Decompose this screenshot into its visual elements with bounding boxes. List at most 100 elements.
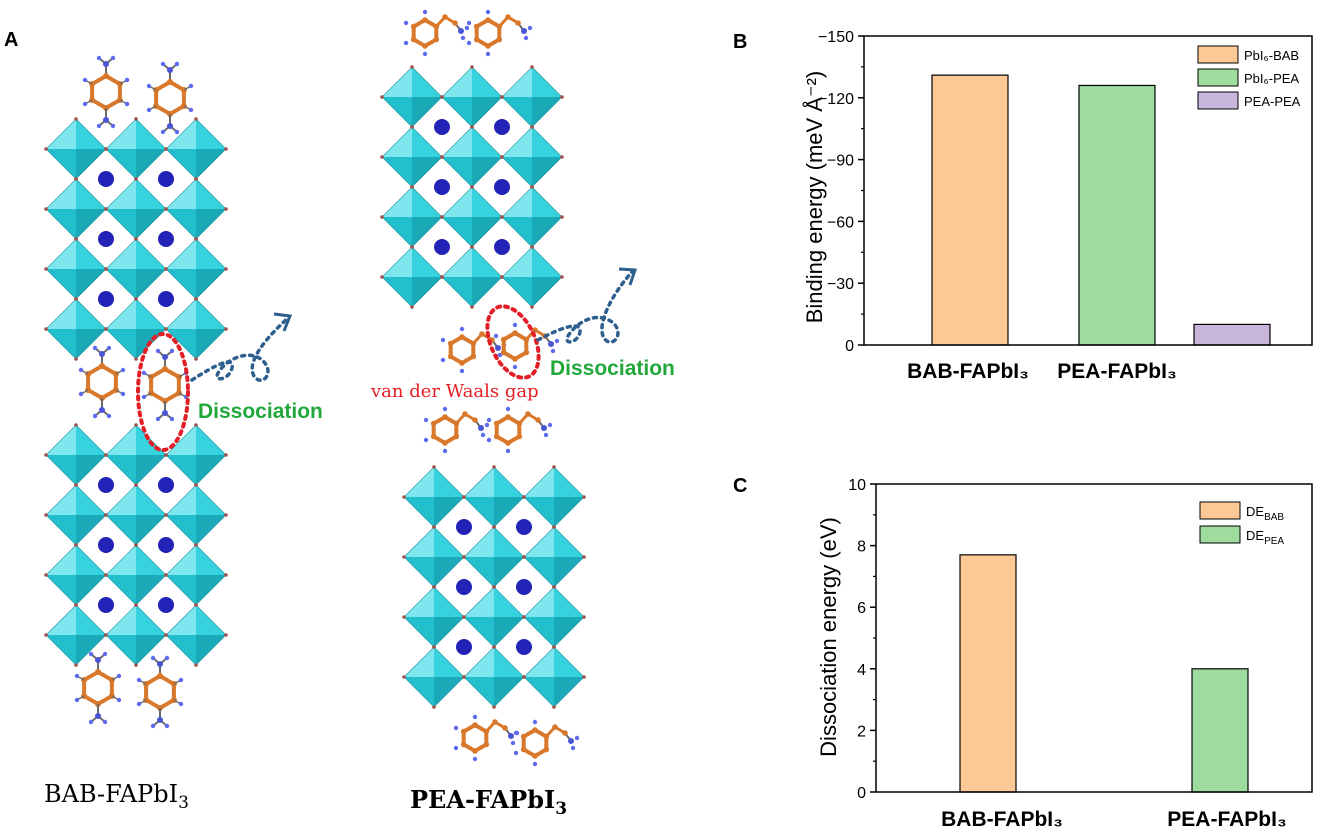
- chart-c-legend-swatch: [1199, 525, 1241, 544]
- chart-b-ytick-label: −120: [818, 91, 854, 108]
- bab-lower-octahedron: [103, 602, 169, 668]
- bab-dissociation-label: Dissociation: [198, 400, 323, 423]
- bab-upper-cation: [158, 291, 174, 307]
- bab-lower-octahedron: [163, 422, 229, 488]
- pea-structure-label-sub: 3: [555, 799, 567, 819]
- bab-lower-cation: [158, 537, 174, 553]
- bab-upper-octahedron: [43, 176, 109, 242]
- pea-lower-octahedron: [521, 524, 587, 590]
- chart-c-legend-label: DEPEA: [1246, 528, 1284, 547]
- chart-b-legend: PbI₆-BAB PbI₆-PEA PEA-PEA: [1197, 45, 1301, 110]
- chart-b-ytick-label: −60: [827, 214, 854, 231]
- bab-upper-octahedron: [163, 176, 229, 242]
- chart-b-ylabel: Binding energy (meV Å⁻²): [802, 71, 827, 324]
- bab-lower-octahedron: [163, 542, 229, 608]
- pea-lower-octahedron: [461, 584, 527, 650]
- pea-upper-cation: [494, 239, 510, 255]
- pea-dissociation-arrow: [536, 270, 634, 344]
- bab-lower-octahedron: [103, 542, 169, 608]
- pea-upper-cation: [434, 119, 450, 135]
- bab-highlight-ellipse: [136, 332, 190, 452]
- bab-lower-octahedron: [163, 482, 229, 548]
- chart-c-ytick-label: 8: [857, 539, 866, 556]
- chart-b-legend-swatch: [1197, 45, 1239, 64]
- chart-c-y-ticks: 0 2 4 6 8 10: [848, 477, 876, 802]
- bab-lower-octahedron: [103, 482, 169, 548]
- pea-lower-octahedron: [401, 464, 467, 530]
- bab-upper-octahedron: [103, 176, 169, 242]
- chart-c-ytick-label: 0: [857, 785, 866, 802]
- pea-lower-cation: [516, 639, 532, 655]
- pea-dissociation-label: Dissociation: [550, 357, 675, 380]
- panel-letter-a: A: [4, 29, 18, 51]
- chart-c-legend-label-sub: PEA: [1264, 536, 1284, 547]
- chart-b-bar: [931, 74, 1009, 346]
- chart-b-bars: [931, 74, 1271, 346]
- pea-highlight-ellipse: [485, 304, 541, 380]
- bab-upper-cation: [98, 231, 114, 247]
- pea-upper-octahedron: [499, 184, 565, 250]
- bab-upper-cation: [98, 171, 114, 187]
- chart-c-bars: [959, 554, 1249, 793]
- chart-b-category-label: PEA-FAPbI₃: [1057, 360, 1176, 383]
- chart-c-frame: [875, 483, 1313, 793]
- pea-upper-cation: [434, 239, 450, 255]
- pea-upper-octahedron: [379, 124, 445, 190]
- bab-upper-octahedron: [163, 236, 229, 302]
- pea-upper-cation: [434, 179, 450, 195]
- pea-upper-octahedron: [439, 184, 505, 250]
- pea-upper-octahedron: [499, 244, 565, 310]
- chart-c-legend: DEBAB DEPEA: [1199, 501, 1284, 547]
- chart-b-y-ticks: 0 −30 −60 −90 −120 −150: [818, 29, 864, 355]
- chart-b-frame: [863, 35, 1313, 346]
- bab-upper-octahedron: [163, 116, 229, 182]
- pea-upper-octahedron: [499, 124, 565, 190]
- chart-c-legend-label-sub: BAB: [1264, 512, 1284, 523]
- bab-lower-cation: [98, 597, 114, 613]
- panel-b-binding-energy-chart: B Binding energy (meV Å⁻²) 0 −30 −60 −90 −12…: [733, 29, 1313, 383]
- bab-upper-cation: [98, 291, 114, 307]
- chart-b-ytick-label: 0: [845, 338, 854, 355]
- chart-c-category-label: PEA-FAPbI₃: [1167, 808, 1286, 831]
- chart-b-legend-label: PbI₆-BAB: [1244, 48, 1299, 63]
- bab-lower-octahedron: [103, 422, 169, 488]
- pea-upper-cation: [494, 119, 510, 135]
- bab-dissociation-arrow: [190, 316, 290, 382]
- panel-c-dissociation-energy-chart: C Dissociation energy (eV) 0 2 4 6 8 10 BAB-F…: [733, 475, 1313, 831]
- pea-lower-cation: [456, 579, 472, 595]
- pea-lower-octahedron: [401, 524, 467, 590]
- pea-lower-octahedron: [461, 464, 527, 530]
- pea-lower-cation: [456, 519, 472, 535]
- bab-lower-octahedron: [43, 482, 109, 548]
- bab-upper-cation: [158, 231, 174, 247]
- chart-c-ylabel: Dissociation energy (eV): [816, 517, 841, 757]
- bab-upper-octahedron: [103, 236, 169, 302]
- chart-c-bar: [959, 554, 1017, 793]
- pea-upper-octahedron: [439, 124, 505, 190]
- chart-b-categories: BAB-FAPbI₃ PEA-FAPbI₃: [907, 360, 1177, 383]
- panel-letter-c: C: [733, 475, 747, 497]
- pea-upper-octahedron: [439, 244, 505, 310]
- chart-b-ytick-label: −90: [827, 153, 854, 170]
- panel-letter-b: B: [733, 31, 747, 53]
- bab-lower-cation: [158, 477, 174, 493]
- chart-c-ytick-label: 6: [857, 600, 866, 617]
- bab-lower-octahedron: [163, 602, 229, 668]
- chart-c-ytick-label: 2: [857, 723, 866, 740]
- pea-lower-octahedron: [521, 584, 587, 650]
- pea-dissociation-arrowhead: [618, 267, 638, 286]
- bab-upper-cation: [158, 171, 174, 187]
- pea-upper-octahedron: [499, 64, 565, 130]
- pea-lower-cation: [516, 579, 532, 595]
- chart-c-category-label: BAB-FAPbI₃: [941, 808, 1063, 831]
- chart-c-bar: [1191, 668, 1249, 793]
- chart-c-categories: BAB-FAPbI₃ PEA-FAPbI₃: [941, 808, 1287, 831]
- chart-b-bar: [1193, 323, 1271, 346]
- panel-a-structures: A: [4, 7, 675, 819]
- chart-b-ytick-label: −150: [818, 29, 854, 46]
- chart-c-ytick-label: 4: [857, 662, 866, 679]
- vdw-gap-label: van der Waals gap: [370, 381, 539, 402]
- bab-structure-label-base: BAB-FAPbI: [44, 780, 178, 808]
- bab-lower-cation: [98, 537, 114, 553]
